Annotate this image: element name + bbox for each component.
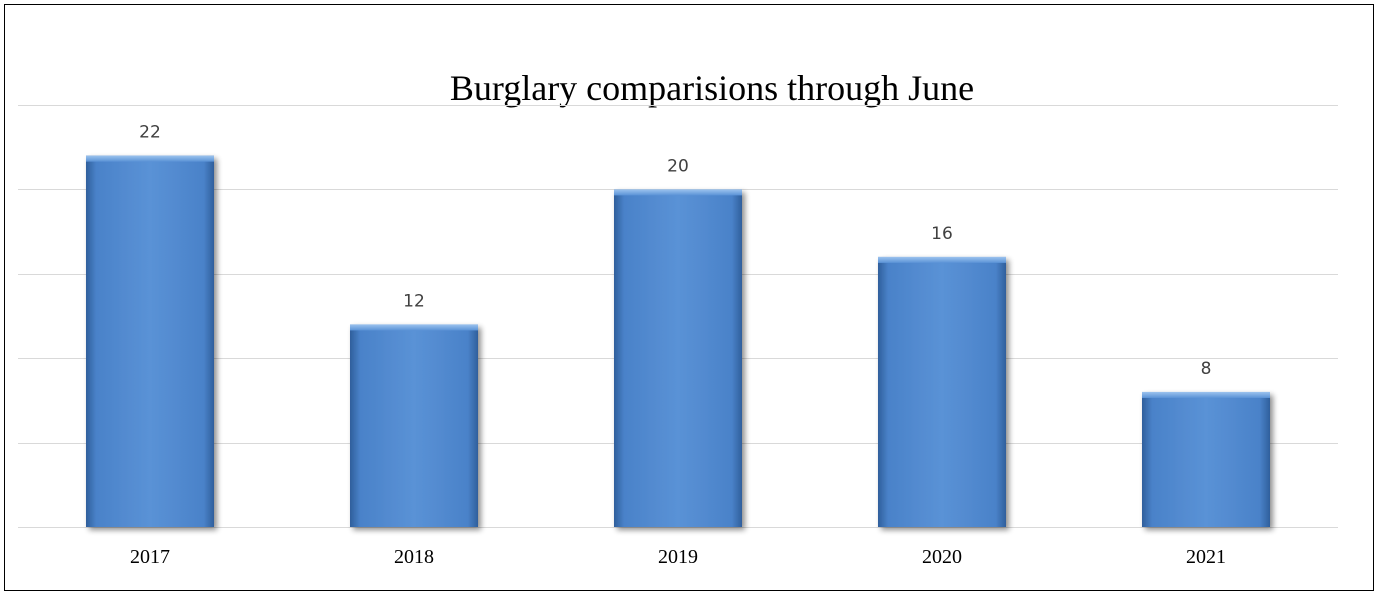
x-tick-2018: 2018 bbox=[394, 546, 434, 568]
bar-2021 bbox=[1142, 391, 1270, 527]
x-axis-ticks: 2017 2018 2019 2020 2021 bbox=[130, 546, 1226, 568]
data-label-2021: 8 bbox=[1201, 359, 1212, 379]
data-label-2018: 12 bbox=[403, 291, 425, 311]
x-tick-2017: 2017 bbox=[130, 546, 170, 568]
bar-top-bevel bbox=[878, 256, 1006, 263]
bar-2020 bbox=[878, 256, 1006, 527]
x-tick-2020: 2020 bbox=[922, 546, 962, 568]
bar-2017 bbox=[86, 155, 214, 527]
data-label-2019: 20 bbox=[667, 156, 689, 176]
bar-2019 bbox=[614, 189, 742, 527]
bar-top-bevel bbox=[350, 324, 478, 331]
bar-top-bevel bbox=[86, 155, 214, 162]
chart-title: Burglary comparisions through June bbox=[450, 68, 974, 108]
data-label-2020: 16 bbox=[931, 224, 953, 244]
bar-top-bevel bbox=[614, 189, 742, 196]
bar-2018 bbox=[350, 324, 478, 527]
bar-body bbox=[1142, 391, 1270, 527]
x-tick-2019: 2019 bbox=[658, 546, 698, 568]
bar-body bbox=[350, 324, 478, 527]
x-tick-2021: 2021 bbox=[1186, 546, 1226, 568]
bar-body bbox=[878, 256, 1006, 527]
data-labels: 22 12 20 16 8 bbox=[139, 123, 1211, 379]
bar-body bbox=[86, 155, 214, 527]
data-label-2017: 22 bbox=[139, 123, 161, 143]
bar-body bbox=[614, 189, 742, 527]
bars bbox=[86, 155, 1270, 527]
bar-top-bevel bbox=[1142, 391, 1270, 398]
